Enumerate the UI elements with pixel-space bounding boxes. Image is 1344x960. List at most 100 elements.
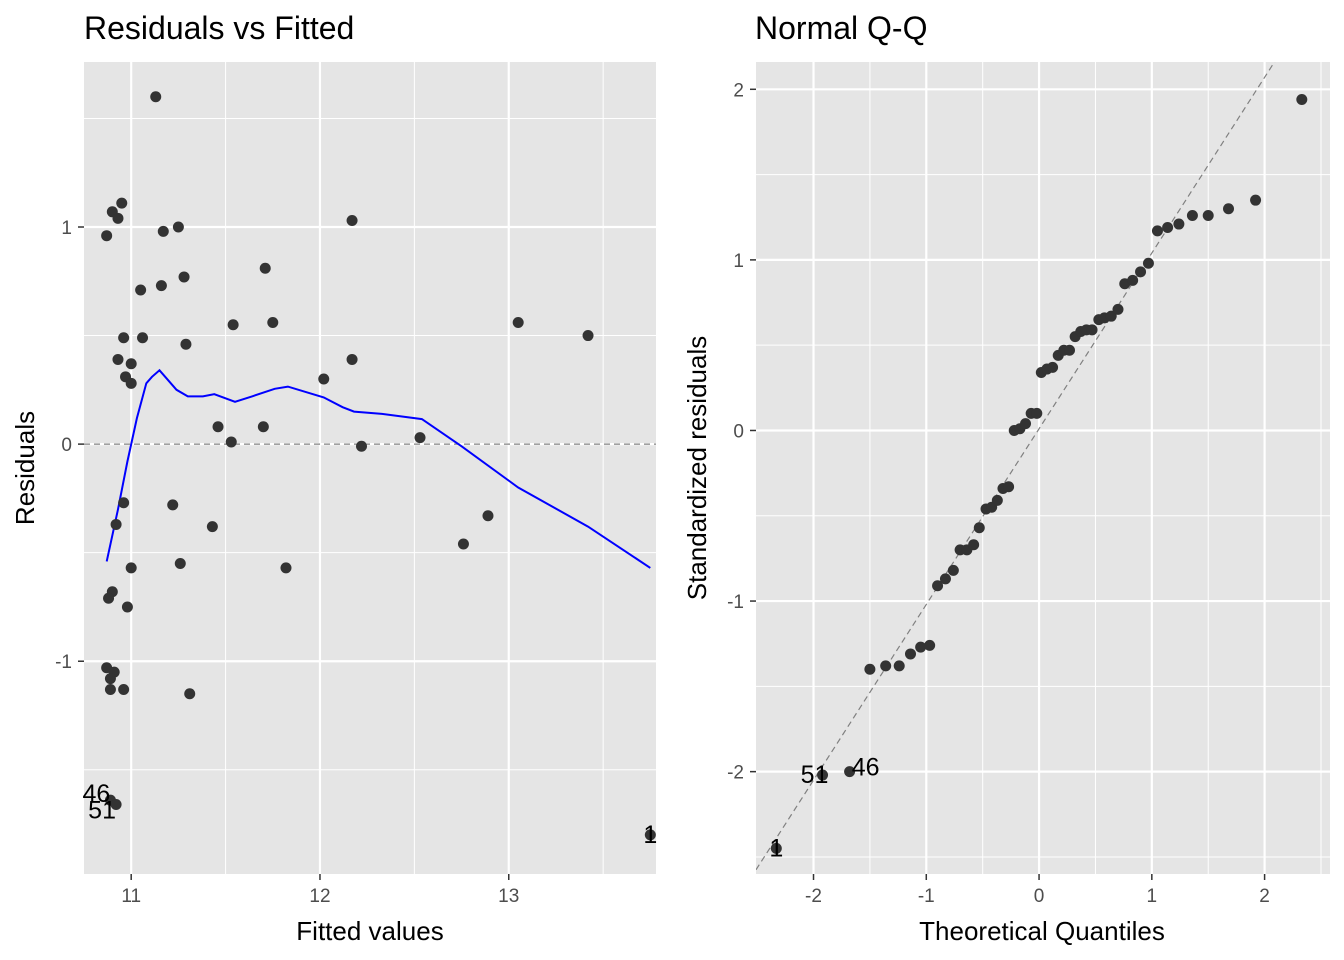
grid <box>756 62 1330 874</box>
data-point <box>1064 344 1076 356</box>
data-point <box>880 660 892 672</box>
point-label: 1 <box>643 821 657 849</box>
y-tick-label: 2 <box>733 80 744 101</box>
plot-panel <box>756 62 1330 874</box>
data-point <box>1020 418 1032 430</box>
x-tick-label: 12 <box>309 886 330 907</box>
y-tick-label: 1 <box>733 251 744 272</box>
data-point <box>125 377 137 389</box>
y-tick-label: -1 <box>727 592 744 613</box>
data-point <box>973 522 985 534</box>
data-point <box>1031 407 1043 419</box>
y-tick-label: 1 <box>61 218 72 239</box>
data-point <box>1250 194 1262 206</box>
data-point <box>206 521 218 533</box>
data-point <box>1296 94 1308 106</box>
residuals-vs-fitted-chart: Residuals vs Fitted Fitted values Residu… <box>10 10 657 946</box>
point-label: 46 <box>83 780 111 808</box>
data-point <box>101 230 113 242</box>
data-point <box>346 214 358 226</box>
data-point <box>817 769 829 781</box>
plot-panel <box>84 62 656 874</box>
data-point <box>225 436 237 448</box>
data-point <box>939 573 951 585</box>
point-label: 51 <box>88 797 116 825</box>
x-tick-label: 0 <box>1034 886 1045 907</box>
data-point <box>904 648 916 660</box>
data-point <box>125 358 137 370</box>
y-tick-label: -1 <box>55 652 72 673</box>
data-point <box>157 225 169 237</box>
data-point <box>1173 218 1185 230</box>
data-point <box>457 538 469 550</box>
x-tick-label: -1 <box>918 886 935 907</box>
chart-title: Normal Q-Q <box>755 10 927 46</box>
data-point <box>174 558 186 570</box>
data-point <box>644 829 656 841</box>
data-point <box>893 660 905 672</box>
data-point <box>414 432 426 444</box>
normal-qq-chart: Normal Q-Q Theoretical Quantiles Standar… <box>682 10 1330 946</box>
data-point <box>167 499 179 511</box>
x-axis-title: Theoretical Quantiles <box>919 916 1165 946</box>
data-point <box>1127 274 1139 286</box>
reference-line <box>756 62 1276 871</box>
data-point <box>118 683 130 695</box>
data-point <box>135 284 147 296</box>
data-point <box>267 317 279 329</box>
data-point <box>118 497 130 509</box>
data-point <box>110 518 122 530</box>
data-point <box>346 353 358 365</box>
point-label: 51 <box>801 761 829 789</box>
data-point <box>257 421 269 433</box>
data-point <box>864 663 876 675</box>
data-point <box>1003 481 1015 493</box>
x-tick-label: 1 <box>1147 886 1158 907</box>
data-point <box>227 319 239 331</box>
x-tick-label: 11 <box>121 886 141 907</box>
point-label: 1 <box>769 834 783 862</box>
y-axis-title: Standardized residuals <box>682 336 712 601</box>
data-point <box>118 332 130 344</box>
data-point <box>1151 225 1163 237</box>
data-point <box>1112 303 1124 315</box>
y-tick-label: 0 <box>733 421 744 442</box>
data-point <box>150 91 162 103</box>
data-point <box>915 641 927 653</box>
data-point <box>1105 310 1117 322</box>
data-point <box>137 332 149 344</box>
data-point <box>924 639 936 651</box>
data-point <box>968 539 980 551</box>
data-point <box>259 262 271 274</box>
data-point <box>844 766 856 778</box>
data-point <box>104 683 116 695</box>
data-point <box>280 562 292 574</box>
data-point <box>125 562 137 574</box>
smooth-line <box>105 368 651 569</box>
data-point <box>172 221 184 233</box>
data-point <box>112 353 124 365</box>
x-tick-label: -2 <box>805 886 822 907</box>
data-point <box>103 592 115 604</box>
data-point <box>356 440 368 452</box>
data-point <box>770 842 782 854</box>
data-point <box>121 601 133 613</box>
data-point <box>112 212 124 224</box>
data-point <box>155 280 167 292</box>
point-label: 46 <box>852 754 880 782</box>
data-point <box>482 510 494 522</box>
data-point <box>116 197 128 209</box>
data-point <box>212 421 224 433</box>
data-point <box>1202 210 1214 222</box>
data-point <box>512 317 524 329</box>
data-point <box>1186 210 1198 222</box>
y-tick-label: 0 <box>61 435 72 456</box>
data-point <box>1142 257 1154 269</box>
data-point <box>318 373 330 385</box>
chart-title: Residuals vs Fitted <box>84 10 354 46</box>
y-axis-title: Residuals <box>10 411 40 525</box>
data-point <box>1086 324 1098 336</box>
data-point <box>932 580 944 592</box>
data-point <box>1162 221 1174 233</box>
